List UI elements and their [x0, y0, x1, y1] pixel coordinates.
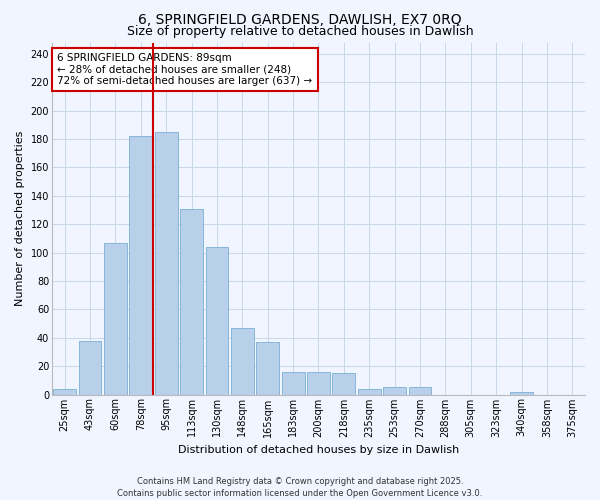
Bar	[79, 340, 101, 394]
Bar	[180, 208, 203, 394]
Bar	[53, 389, 76, 394]
Bar	[130, 136, 152, 394]
Text: 6 SPRINGFIELD GARDENS: 89sqm
← 28% of detached houses are smaller (248)
72% of s: 6 SPRINGFIELD GARDENS: 89sqm ← 28% of de…	[57, 53, 313, 86]
Bar	[409, 388, 431, 394]
Bar	[256, 342, 279, 394]
X-axis label: Distribution of detached houses by size in Dawlish: Distribution of detached houses by size …	[178, 445, 459, 455]
Bar	[332, 373, 355, 394]
Bar	[383, 388, 406, 394]
Text: 6, SPRINGFIELD GARDENS, DAWLISH, EX7 0RQ: 6, SPRINGFIELD GARDENS, DAWLISH, EX7 0RQ	[138, 12, 462, 26]
Bar	[307, 372, 330, 394]
Bar	[358, 389, 380, 394]
Bar	[104, 242, 127, 394]
Bar	[231, 328, 254, 394]
Bar	[155, 132, 178, 394]
Bar	[281, 372, 305, 394]
Y-axis label: Number of detached properties: Number of detached properties	[15, 131, 25, 306]
Text: Contains HM Land Registry data © Crown copyright and database right 2025.
Contai: Contains HM Land Registry data © Crown c…	[118, 476, 482, 498]
Bar	[206, 247, 229, 394]
Text: Size of property relative to detached houses in Dawlish: Size of property relative to detached ho…	[127, 25, 473, 38]
Bar	[510, 392, 533, 394]
